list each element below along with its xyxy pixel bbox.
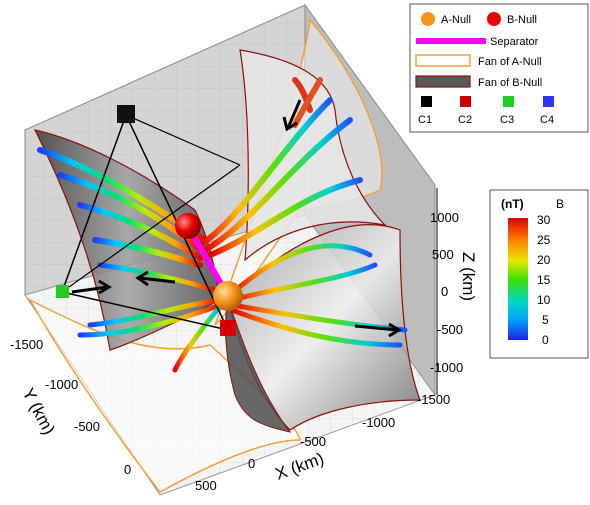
legend: A-Null B-Null Separator Fan of A-Null Fa… [409, 3, 589, 133]
legend-a-null: A-Null [441, 14, 471, 26]
legend-b-null: B-Null [507, 14, 537, 26]
x-tick: -1500 [417, 392, 450, 407]
z-tick: -1000 [430, 360, 463, 375]
field-line [229, 307, 403, 348]
y-axis-title: Y (km) [18, 385, 58, 438]
field-line [77, 202, 203, 261]
arrow-icon [139, 276, 176, 284]
x-tick: -1000 [362, 415, 395, 430]
field-line [292, 77, 323, 128]
field-line [207, 177, 363, 258]
c3-legend-icon [503, 96, 514, 107]
legend-c3: C3 [500, 114, 514, 126]
arrow-icon [135, 270, 149, 287]
b-null-legend-icon [487, 12, 501, 26]
colorbar-label: B [556, 197, 564, 211]
c3-marker [56, 285, 69, 298]
field-line [92, 237, 203, 268]
arrow-icon [286, 99, 302, 129]
c2-marker [220, 320, 236, 336]
colorbar-tick: 20 [537, 253, 551, 267]
field-line [87, 297, 223, 328]
fan-a-legend-icon [415, 54, 471, 67]
fan-b-null-surface-lower [225, 298, 292, 433]
direction-arrows [71, 99, 402, 338]
legend-fan-a: Fan of A-Null [478, 56, 542, 68]
colorbar-tick: 5 [542, 313, 549, 327]
arrow-icon [98, 279, 112, 295]
legend-c1: C1 [418, 114, 432, 126]
a-null-legend-icon [421, 12, 435, 26]
field-line [292, 77, 313, 113]
separator-legend-icon [416, 38, 486, 44]
field-line [77, 302, 223, 338]
x-axis-title: X (km) [273, 449, 327, 484]
field-line [229, 262, 378, 303]
fan-a-null-surface [28, 298, 301, 493]
colorbar-tick: 25 [537, 233, 551, 247]
arrow-icon [354, 324, 399, 332]
y-tick: 0 [124, 462, 131, 477]
legend-separator: Separator [490, 36, 539, 48]
colorbar-gradient [508, 218, 528, 340]
colorbar: (nT) B 30 25 20 15 10 5 0 [489, 189, 589, 359]
c1-legend-icon [421, 96, 432, 107]
arrow-icon [388, 322, 402, 338]
legend-fan-b: Fan of B-Null [478, 77, 542, 89]
colorbar-tick: 30 [537, 213, 551, 227]
colorbar-tick: 15 [537, 273, 551, 287]
z-tick: 0 [441, 284, 448, 299]
z-tick: -500 [437, 322, 463, 337]
field-line [202, 117, 353, 253]
c2-legend-icon [460, 96, 471, 107]
z-axis-title: Z (km) [459, 252, 478, 301]
legend-c2: C2 [458, 114, 472, 126]
field-lines [37, 77, 408, 373]
field-line [97, 262, 218, 293]
legend-c4: C4 [540, 114, 554, 126]
x-tick: -500 [300, 434, 326, 449]
arrow-icon [282, 116, 298, 132]
arrow-icon [71, 285, 109, 294]
c1-marker [117, 105, 135, 123]
x-tick: 500 [195, 478, 217, 493]
fan-b-legend-icon [415, 75, 471, 88]
z-tick: 500 [432, 247, 454, 262]
colorbar-tick: 10 [537, 293, 551, 307]
x-tick: 0 [248, 456, 255, 471]
field-line [227, 243, 373, 298]
field-line [197, 97, 333, 248]
y-tick: -500 [74, 419, 100, 434]
z-axis: 1000 500 0 -500 -1000 Z (km) [430, 188, 478, 395]
z-tick: 1000 [430, 210, 459, 225]
y-tick: -1000 [45, 377, 78, 392]
c4-legend-icon [543, 96, 554, 107]
b-null-point [175, 213, 201, 239]
colorbar-unit: (nT) [501, 197, 524, 211]
a-null-point [213, 281, 243, 311]
colorbar-tick: 0 [542, 333, 549, 347]
y-tick: -1500 [10, 337, 43, 352]
